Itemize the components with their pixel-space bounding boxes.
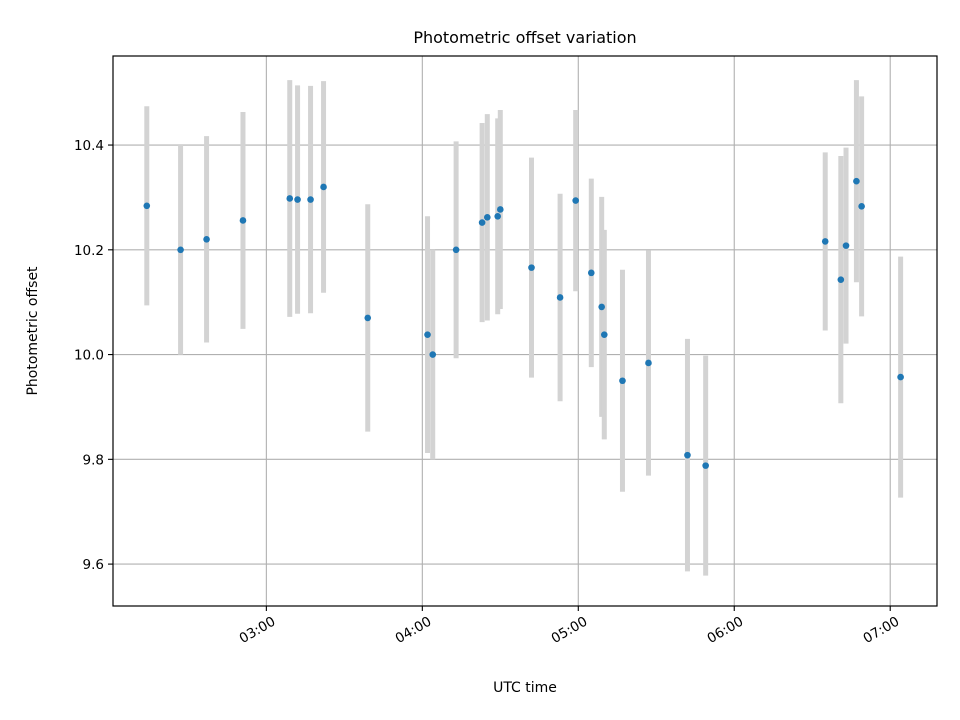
data-point — [587, 269, 595, 277]
y-tick-label: 10.4 — [74, 138, 104, 154]
data-point — [177, 246, 184, 254]
data-point — [528, 264, 535, 271]
data-point — [452, 246, 460, 254]
data-point — [600, 331, 608, 338]
data-point — [853, 177, 860, 185]
data-point — [497, 206, 504, 213]
data-point — [294, 196, 301, 203]
plot-frame — [112, 55, 938, 607]
x-axis-label: UTC time — [493, 680, 557, 696]
data-point — [307, 196, 314, 203]
chart-title: Photometric offset variation — [413, 28, 636, 47]
data-point — [556, 294, 564, 301]
data-point — [484, 214, 491, 221]
data-point — [429, 351, 437, 358]
data-point — [821, 238, 829, 245]
y-tick-label: 9.6 — [83, 557, 104, 573]
data-point — [239, 217, 247, 224]
grid — [113, 56, 937, 606]
y-axis-label: Photometric offset — [25, 266, 41, 396]
data-point — [837, 276, 845, 283]
data-point — [320, 183, 327, 191]
data-point — [203, 236, 210, 243]
data-point — [598, 303, 605, 311]
y-tick-label: 10.2 — [74, 243, 104, 259]
y-axis-ticks: 9.6 9.8 10.0 10.2 10.4 — [74, 138, 113, 573]
data-point — [702, 462, 709, 469]
y-tick-label: 10.0 — [74, 348, 104, 364]
data-point — [286, 195, 294, 202]
data-point — [143, 202, 151, 210]
data-point — [684, 451, 691, 459]
data-point — [364, 314, 372, 322]
data-point — [424, 331, 431, 338]
data-point — [858, 203, 865, 210]
data-point — [619, 377, 626, 385]
data-point — [478, 219, 486, 226]
data-point — [645, 359, 652, 367]
data-point — [494, 212, 502, 220]
data-point — [572, 197, 579, 204]
data-point — [897, 373, 904, 381]
data-point — [842, 242, 850, 249]
data-points — [143, 177, 904, 469]
y-tick-label: 9.8 — [83, 452, 104, 468]
